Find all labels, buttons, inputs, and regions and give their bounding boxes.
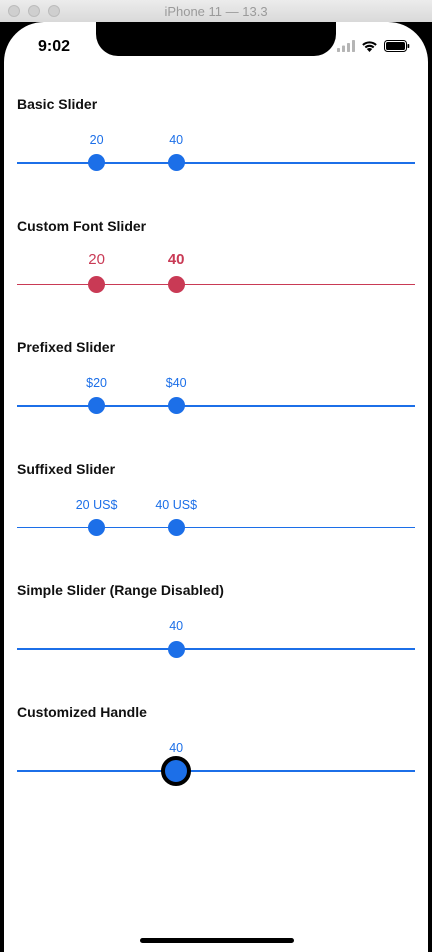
app-screen: 9:02 Bas xyxy=(4,22,428,952)
slider-handle[interactable] xyxy=(167,640,185,658)
low-value-label: 20 US$ xyxy=(75,497,118,512)
low-handle[interactable] xyxy=(88,519,106,537)
device-notch xyxy=(96,22,336,56)
low-handle[interactable] xyxy=(88,397,106,415)
battery-icon xyxy=(384,40,410,52)
slider-track[interactable] xyxy=(17,283,415,286)
slider-title: Simple Slider (Range Disabled) xyxy=(17,582,224,599)
low-value-label: 20 xyxy=(88,250,105,268)
low-value-label: $20 xyxy=(86,376,108,391)
wifi-icon xyxy=(362,41,377,52)
slider-value-label: 40 xyxy=(169,741,184,755)
slider-title: Basic Slider xyxy=(17,96,98,112)
window-title: iPhone 11 — 13.3 xyxy=(164,4,268,19)
high-handle[interactable] xyxy=(167,154,185,172)
status-icons xyxy=(337,39,410,53)
low-value-label: 20 xyxy=(89,133,104,147)
window-titlebar: iPhone 11 — 13.3 xyxy=(0,0,432,23)
high-handle[interactable] xyxy=(167,275,185,293)
slider-track[interactable] xyxy=(17,526,415,529)
close-window-button[interactable] xyxy=(8,5,20,17)
low-handle[interactable] xyxy=(88,275,106,293)
slider-handle[interactable] xyxy=(161,755,192,786)
minimize-window-button[interactable] xyxy=(28,5,40,17)
slider-track[interactable] xyxy=(17,648,415,650)
high-handle[interactable] xyxy=(167,397,185,415)
high-value-label: $40 xyxy=(165,376,187,391)
slider-title: Custom Font Slider xyxy=(17,217,147,234)
home-indicator[interactable] xyxy=(140,938,294,943)
low-handle[interactable] xyxy=(88,154,106,172)
slider-value-label: 40 xyxy=(169,619,184,634)
slider-title: Suffixed Slider xyxy=(17,460,116,477)
signal-icon xyxy=(337,40,355,52)
high-value-label: 40 xyxy=(167,250,185,268)
zoom-window-button[interactable] xyxy=(48,5,60,17)
slider-track[interactable] xyxy=(17,770,415,772)
device-frame: 9:02 Bas xyxy=(0,22,432,952)
high-value-label: 40 US$ xyxy=(155,497,198,512)
slider-track[interactable] xyxy=(17,405,415,407)
slider-title: Prefixed Slider xyxy=(17,339,116,356)
high-value-label: 40 xyxy=(169,133,184,147)
slider-track[interactable] xyxy=(17,162,415,164)
slider-title: Customized Handle xyxy=(17,704,147,720)
high-handle[interactable] xyxy=(167,519,185,537)
status-time: 9:02 xyxy=(38,38,71,55)
